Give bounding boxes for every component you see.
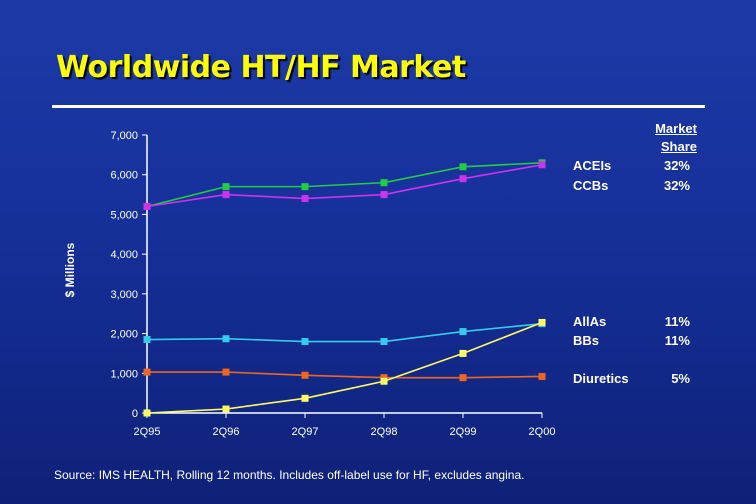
data-point bbox=[459, 349, 467, 357]
data-point bbox=[143, 368, 151, 376]
data-point bbox=[380, 338, 388, 346]
y-tick-label: 4,000 bbox=[110, 249, 138, 261]
data-point bbox=[301, 394, 309, 402]
legend-label-diuretics: Diuretics bbox=[573, 371, 629, 386]
legend-share-aceis: 32% bbox=[663, 158, 690, 173]
series-line-0 bbox=[146, 162, 543, 208]
data-point bbox=[459, 175, 467, 183]
series-line-3 bbox=[147, 371, 543, 379]
market-share-header-line1: Market bbox=[655, 121, 697, 136]
legend-label-allas: AllAs bbox=[573, 314, 607, 329]
x-tick-label: 2Q99 bbox=[450, 426, 477, 438]
data-point bbox=[459, 163, 467, 171]
y-axis-label: $ Millions bbox=[63, 242, 77, 297]
chart-ticks: 0 1,000 2,000 3,000 4,000 5,000 6,000 7,000 2Q95… bbox=[110, 130, 555, 438]
data-point bbox=[380, 374, 388, 382]
data-point bbox=[143, 409, 151, 417]
data-point bbox=[538, 318, 546, 326]
x-tick-label: 2Q97 bbox=[292, 426, 319, 438]
legend-share-ccbs: 32% bbox=[663, 178, 690, 193]
legend-share-allas: 11% bbox=[664, 314, 690, 329]
x-tick-label: 2Q98 bbox=[371, 426, 398, 438]
chart-axes bbox=[146, 135, 542, 414]
data-point bbox=[459, 328, 467, 336]
data-point bbox=[301, 183, 309, 191]
y-tick-label: 3,000 bbox=[110, 289, 138, 301]
y-tick-label: 5,000 bbox=[110, 209, 138, 221]
data-point bbox=[301, 195, 309, 203]
series-line-2 bbox=[146, 322, 543, 343]
market-share-header-line2: Share bbox=[660, 139, 697, 154]
series-line-4 bbox=[146, 321, 543, 414]
data-point bbox=[222, 405, 230, 413]
data-point bbox=[301, 371, 309, 379]
data-point bbox=[222, 183, 230, 191]
data-point bbox=[301, 338, 309, 346]
series-line-1 bbox=[146, 163, 543, 208]
slide-title: Worldwide HT/HF Market bbox=[56, 50, 466, 85]
data-point bbox=[380, 191, 388, 199]
legend-share-bbs: 11% bbox=[664, 333, 690, 348]
y-tick-label: 2,000 bbox=[110, 329, 138, 341]
y-tick-label: 7,000 bbox=[110, 130, 138, 142]
chart-series bbox=[143, 159, 546, 417]
source-note: Source: IMS HEALTH, Rolling 12 months. I… bbox=[54, 468, 525, 482]
legend-share-diuretics: 5% bbox=[671, 371, 690, 386]
data-point bbox=[380, 179, 388, 187]
data-point bbox=[538, 372, 546, 380]
data-point bbox=[143, 336, 151, 344]
title-divider bbox=[52, 105, 705, 108]
data-point bbox=[222, 191, 230, 199]
legend-label-aceis: ACEIs bbox=[573, 158, 612, 173]
data-point bbox=[222, 368, 230, 376]
data-point bbox=[222, 335, 230, 343]
data-point bbox=[380, 377, 388, 385]
data-point bbox=[538, 161, 546, 169]
x-tick-label: 2Q96 bbox=[213, 426, 240, 438]
legend-label-ccbs: CCBs bbox=[573, 178, 609, 193]
data-point bbox=[459, 374, 467, 382]
y-tick-label: 0 bbox=[132, 408, 138, 420]
y-tick-label: 1,000 bbox=[110, 368, 138, 380]
data-point bbox=[143, 202, 151, 210]
x-tick-label: 2Q95 bbox=[134, 426, 161, 438]
x-tick-label: 2Q00 bbox=[529, 426, 556, 438]
legend-label-bbs: BBs bbox=[573, 333, 600, 348]
y-tick-label: 6,000 bbox=[110, 170, 138, 182]
